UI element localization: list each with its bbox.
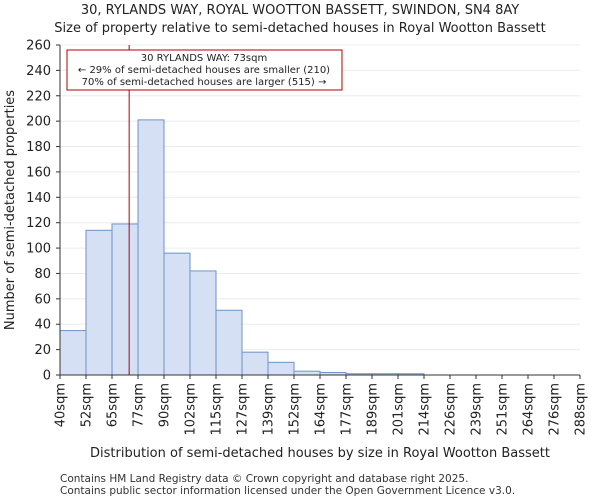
annotation-line-3: 70% of semi-detached houses are larger (… — [82, 77, 327, 88]
bar — [293, 370, 321, 376]
annotation-line-1: 30 RYLANDS WAY: 73sqm — [141, 53, 267, 64]
chart-title: 30, RYLANDS WAY, ROYAL WOOTTON BASSETT, … — [80, 3, 520, 18]
y-tick-label: 220 — [26, 89, 51, 104]
property-marker: 30 RYLANDS WAY: 73sqm ← 29% of semi-deta… — [66, 45, 343, 375]
x-tick-label: 264sqm — [522, 383, 537, 436]
y-tick-label: 100 — [26, 242, 51, 257]
x-tick-label: 40sqm — [54, 383, 69, 427]
x-tick-label: 152sqm — [288, 383, 303, 436]
bar — [241, 351, 269, 376]
footer-line-2: Contains public sector information licen… — [60, 485, 516, 497]
bar — [163, 252, 191, 376]
x-tick-label: 115sqm — [210, 383, 225, 436]
y-tick-label: 20 — [34, 343, 51, 358]
y-axis-label: Number of semi-detached properties — [3, 90, 18, 330]
x-tick-label: 226sqm — [444, 383, 459, 436]
x-tick-label: 164sqm — [314, 383, 329, 436]
x-tick-label: 177sqm — [340, 383, 355, 436]
y-tick-label: 80 — [34, 267, 51, 282]
bar — [267, 361, 295, 376]
x-tick-label: 201sqm — [392, 383, 407, 436]
y-tick-label: 160 — [26, 165, 51, 180]
y-tick-label: 200 — [26, 115, 51, 130]
y-tick-label: 120 — [26, 216, 51, 231]
chart-subtitle: Size of property relative to semi-detach… — [54, 21, 546, 36]
bar — [59, 330, 87, 376]
x-tick-label: 139sqm — [262, 383, 277, 436]
bars — [59, 119, 425, 376]
x-tick-label: 127sqm — [236, 383, 251, 436]
annotation-box — [66, 49, 343, 91]
y-ticks: 0 20 40 60 80 100 120 140 160 180 200 220 240 260 — [26, 39, 60, 384]
y-tick-label: 60 — [34, 292, 51, 307]
y-tick-label: 140 — [26, 191, 51, 206]
x-ticks: 40sqm 52sqm 65sqm 77sqm 90sqm 102sqm 115sqm 127… — [54, 375, 589, 436]
x-tick-label: 77sqm — [132, 383, 147, 427]
bar — [85, 229, 113, 376]
y-tick-label: 0 — [43, 369, 51, 384]
bar — [137, 119, 165, 376]
y-tick-label: 240 — [26, 64, 51, 79]
y-tick-label: 260 — [26, 39, 51, 54]
x-tick-label: 214sqm — [418, 383, 433, 436]
x-tick-label: 90sqm — [158, 383, 173, 427]
y-tick-label: 180 — [26, 140, 51, 155]
footer-line-1: Contains HM Land Registry data © Crown c… — [60, 473, 469, 485]
x-axis-label: Distribution of semi-detached houses by … — [90, 446, 550, 461]
x-tick-label: 276sqm — [548, 383, 563, 436]
bar — [215, 309, 243, 376]
bar — [111, 223, 139, 376]
x-tick-label: 52sqm — [80, 383, 95, 427]
x-tick-label: 288sqm — [574, 383, 589, 436]
x-tick-label: 65sqm — [106, 383, 121, 427]
y-tick-label: 40 — [34, 318, 51, 333]
chart-plot: 0 20 40 60 80 100 120 140 160 180 200 220 240 260 40s… — [3, 39, 589, 462]
x-tick-label: 251sqm — [496, 383, 511, 436]
x-tick-label: 239sqm — [470, 383, 485, 436]
x-tick-label: 189sqm — [366, 383, 381, 436]
x-tick-label: 102sqm — [184, 383, 199, 436]
bar — [189, 270, 217, 376]
annotation-line-2: ← 29% of semi-detached houses are smalle… — [78, 65, 330, 76]
